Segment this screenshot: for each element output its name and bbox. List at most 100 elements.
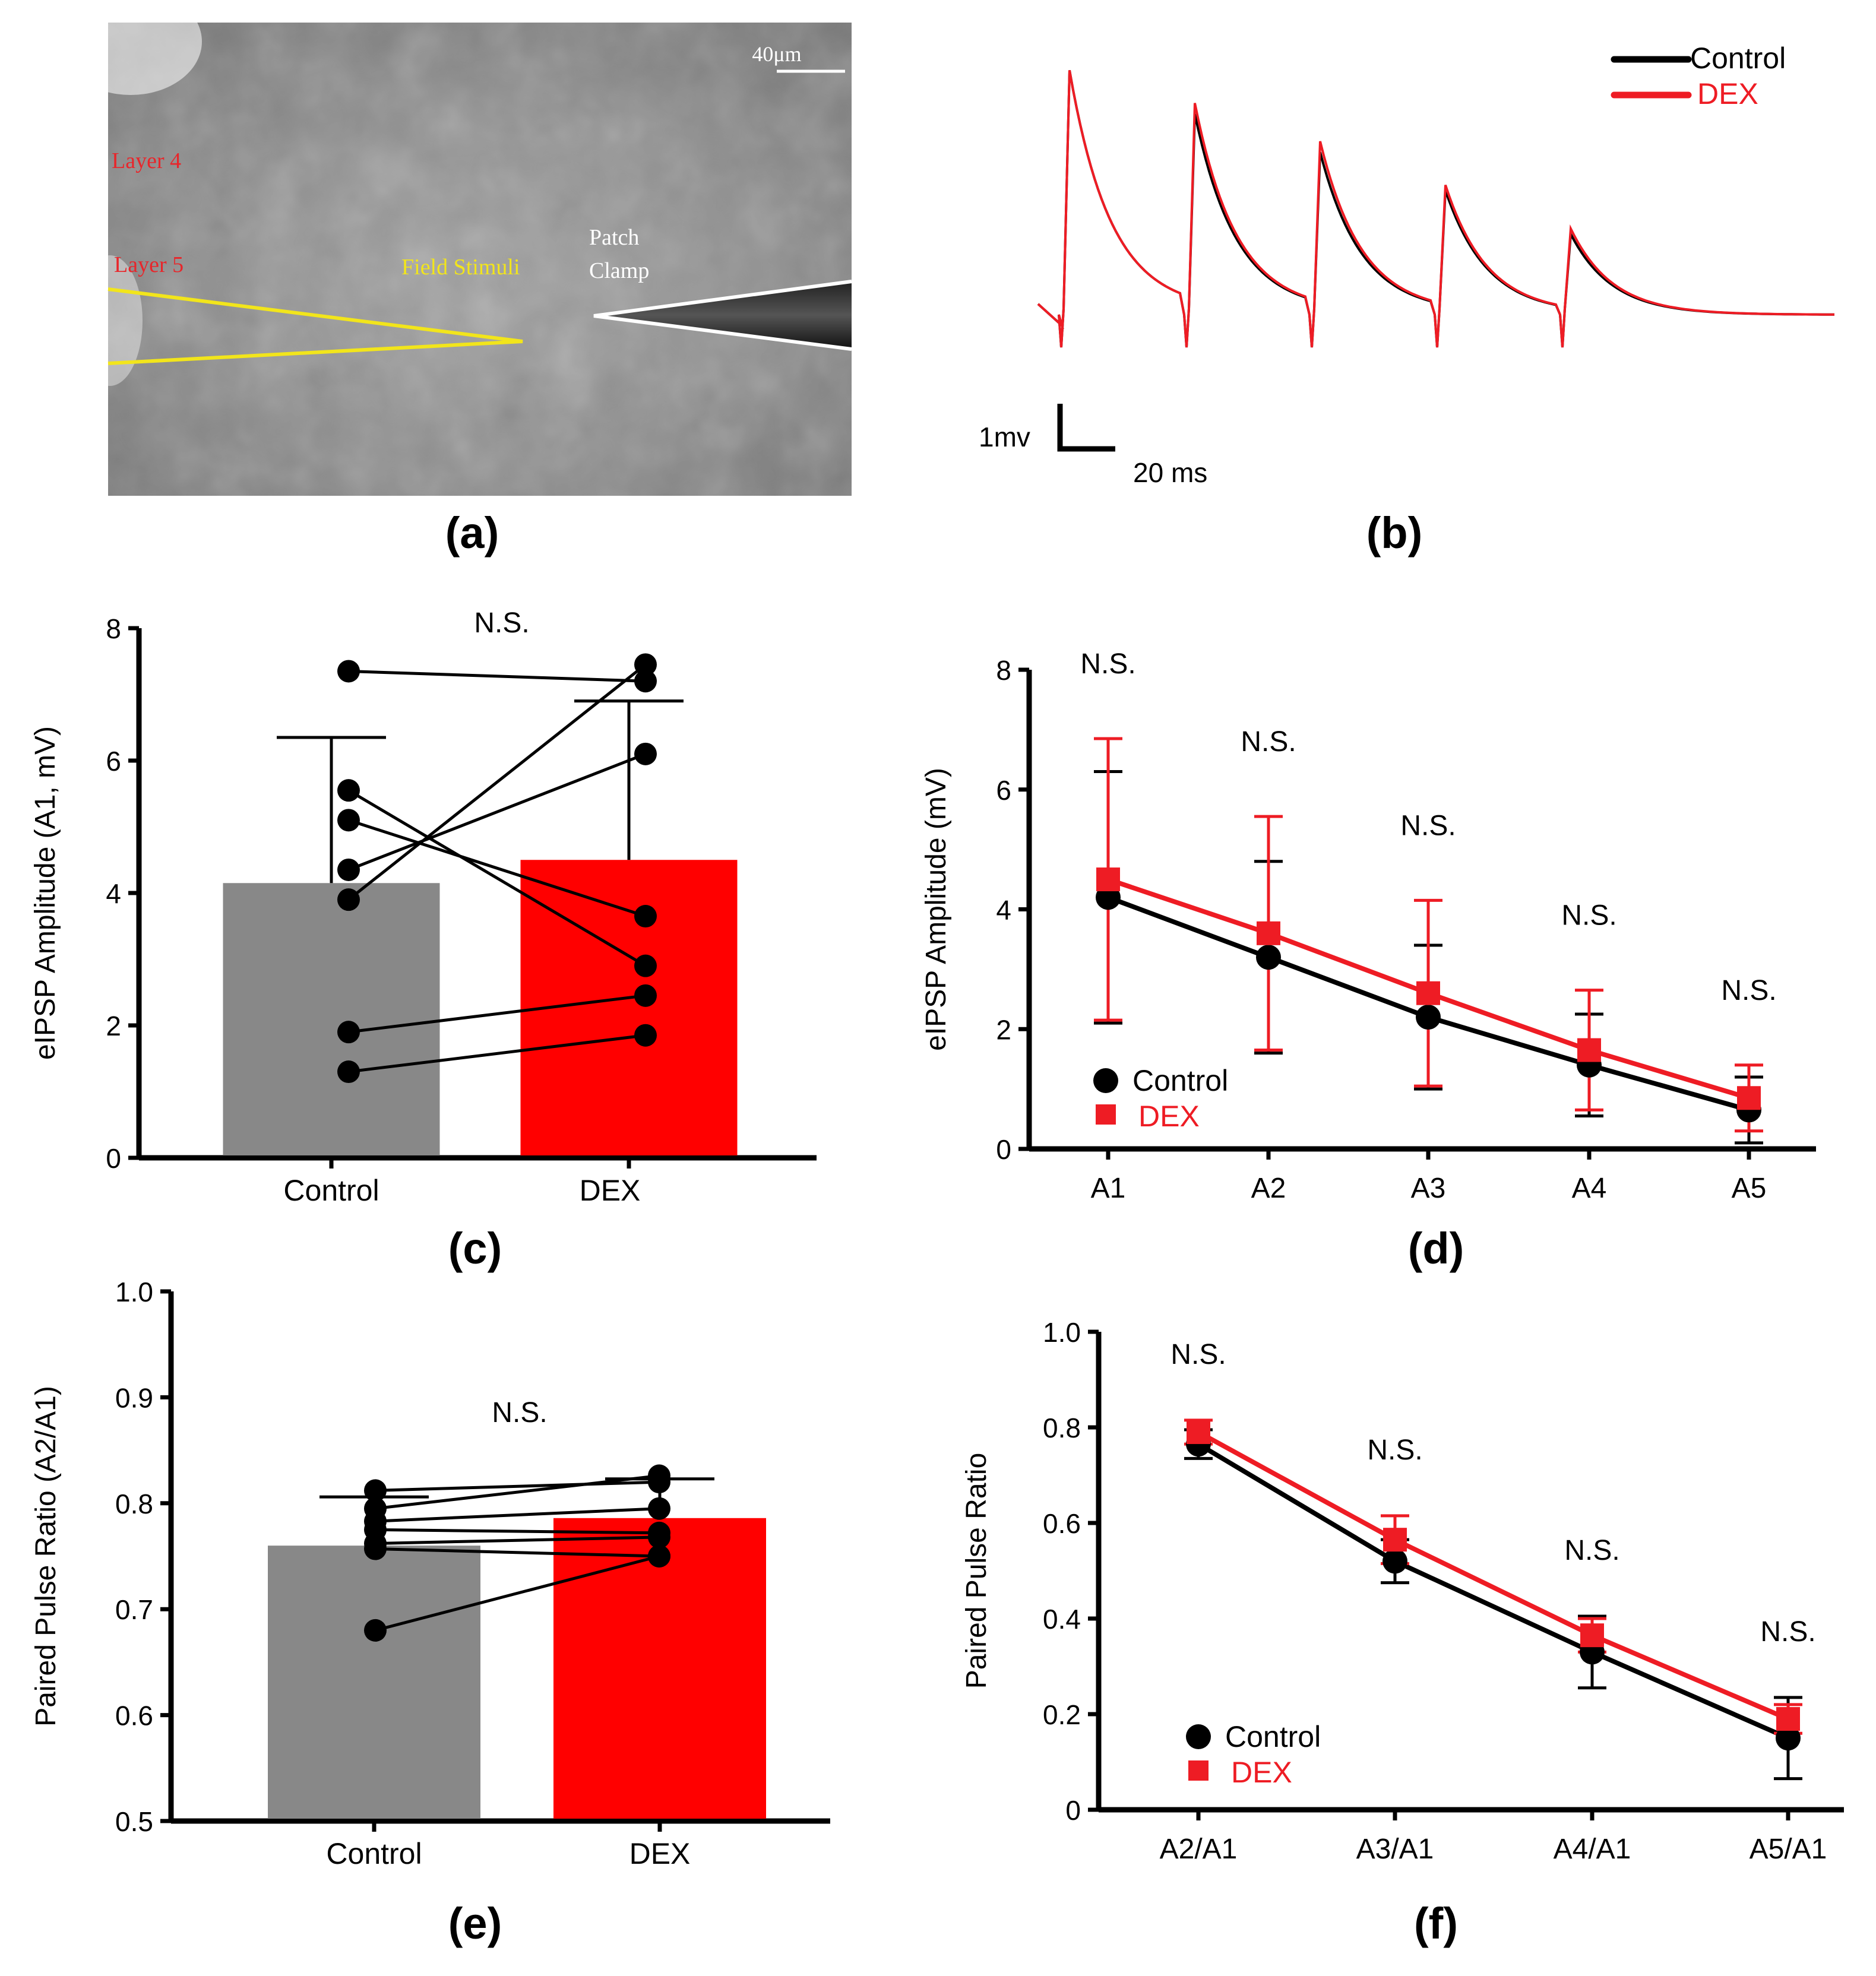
data-point-control — [337, 779, 360, 802]
significance-label: N.S. — [1760, 1616, 1815, 1648]
data-point-dex — [634, 653, 657, 676]
patch-label: Patch — [589, 225, 639, 250]
data-point-dex — [648, 1464, 670, 1487]
legend-dex-label: DEX — [1697, 77, 1758, 110]
legend-control-marker — [1093, 1068, 1118, 1093]
legend-control-label: Control — [1225, 1720, 1321, 1753]
data-point-control — [364, 1479, 387, 1502]
y-tick-label: 6 — [996, 775, 1011, 806]
data-point-dex — [634, 984, 657, 1007]
panel-label-a: (a) — [445, 508, 499, 558]
chart-c: 0 2 4 6 8 eIPSP Amplitude (A1, mV) Control DEX N… — [30, 607, 817, 1207]
significance-label: N.S. — [1561, 900, 1616, 932]
y-tick-label: 1.0 — [1043, 1317, 1081, 1348]
paired-line — [347, 663, 647, 901]
patch-pipette — [594, 281, 852, 349]
paired-line — [348, 818, 646, 918]
data-point-control — [337, 888, 360, 911]
marker-control — [1383, 1548, 1407, 1574]
micrograph-bright-left — [77, 255, 143, 386]
y-tick-label: 0.2 — [1043, 1699, 1081, 1730]
x-tick-label: DEX — [629, 1837, 691, 1870]
paired-line — [347, 789, 647, 967]
paired-line — [375, 1535, 660, 1546]
legend-dex-label: DEX — [1138, 1100, 1200, 1133]
significance-label: N.S. — [1170, 1339, 1226, 1370]
field-stimuli-label: Field Stimuli — [401, 255, 520, 280]
significance-label: N.S. — [492, 1397, 547, 1429]
x-tick-label: A5/A1 — [1750, 1834, 1827, 1865]
paired-line — [348, 994, 646, 1034]
data-point-dex — [634, 670, 657, 693]
y-tick-label: 1.0 — [115, 1277, 153, 1307]
data-point-dex — [634, 1024, 657, 1047]
paired-line — [375, 1474, 660, 1510]
marker-control — [1256, 945, 1281, 970]
significance-label: N.S. — [1564, 1535, 1619, 1566]
micrograph-bright-corner — [59, 0, 202, 95]
marker-dex — [1187, 1420, 1210, 1445]
marker-dex — [1257, 921, 1280, 945]
y-tick-label: 0.8 — [1043, 1413, 1081, 1443]
y-tick-label: 0.7 — [115, 1594, 153, 1625]
x-tick-label: A1 — [1091, 1173, 1126, 1204]
x-tick-label: Control — [326, 1837, 422, 1870]
marker-dex — [1737, 1086, 1761, 1110]
micrograph-panel: 40μm Layer 4 Layer 5 Field Stimuli Patch… — [59, 0, 852, 496]
data-point-dex — [634, 742, 657, 765]
y-tick-label: 0.6 — [1043, 1508, 1081, 1539]
data-point-control — [337, 660, 360, 683]
significance-label: N.S. — [474, 607, 529, 639]
significance-label: N.S. — [1400, 810, 1456, 841]
paired-line — [348, 1034, 646, 1074]
x-tick-label: A5 — [1732, 1173, 1767, 1204]
y-tick-label: 2 — [106, 1011, 121, 1041]
panel-label-b: (b) — [1366, 508, 1423, 558]
x-tick-label: A4/A1 — [1554, 1834, 1631, 1865]
x-tick-label: A2/A1 — [1160, 1834, 1238, 1865]
significance-label: N.S. — [1721, 975, 1776, 1006]
marker-dex — [1580, 1623, 1604, 1648]
paired-line — [375, 1554, 660, 1632]
trace-panel: Control DEX 1mv 20 ms — [979, 42, 1835, 488]
bar-control — [268, 1546, 480, 1819]
data-point-control — [364, 1537, 387, 1560]
paired-line — [348, 669, 646, 683]
x-tick-label: DEX — [580, 1174, 641, 1207]
marker-dex — [1416, 981, 1440, 1005]
data-point-dex — [648, 1545, 670, 1568]
trace-dex — [1037, 70, 1834, 348]
paired-line — [375, 1480, 660, 1492]
significance-label: N.S. — [1080, 648, 1135, 680]
y-tick-label: 0.6 — [115, 1700, 153, 1731]
data-point-control — [364, 1619, 387, 1642]
paired-line — [375, 1507, 660, 1523]
data-point-control — [337, 1060, 360, 1084]
y-axis-label: eIPSP Amplitude (A1, mV) — [30, 726, 61, 1060]
marker-control — [1776, 1725, 1801, 1751]
trace-scale-x-label: 20 ms — [1133, 457, 1207, 488]
legend-dex-marker — [1096, 1104, 1116, 1125]
data-point-control — [337, 858, 360, 881]
micrograph-texture — [108, 23, 852, 496]
panel-label-f: (f) — [1414, 1899, 1458, 1948]
legend-control-marker — [1186, 1724, 1211, 1749]
panel-label-e: (e) — [448, 1899, 502, 1948]
bar-control — [223, 883, 440, 1155]
trace-scale-y-label: 1mv — [979, 422, 1030, 452]
marker-dex — [1577, 1038, 1601, 1062]
scale-bar-label: 40μm — [752, 42, 801, 66]
y-tick-label: 2 — [996, 1014, 1011, 1045]
x-tick-label: Control — [283, 1174, 379, 1207]
panel-label-d: (d) — [1408, 1224, 1464, 1273]
trace-control — [1037, 70, 1835, 348]
data-point-dex — [648, 1497, 670, 1520]
data-point-control — [337, 809, 360, 832]
y-tick-label: 4 — [996, 895, 1011, 926]
series-line-dex — [1197, 1430, 1789, 1721]
y-axis-label: eIPSP Amplitude (mV) — [920, 768, 952, 1051]
legend-dex-label: DEX — [1231, 1756, 1292, 1789]
paired-line — [375, 1547, 660, 1558]
data-point-dex — [648, 1525, 670, 1548]
